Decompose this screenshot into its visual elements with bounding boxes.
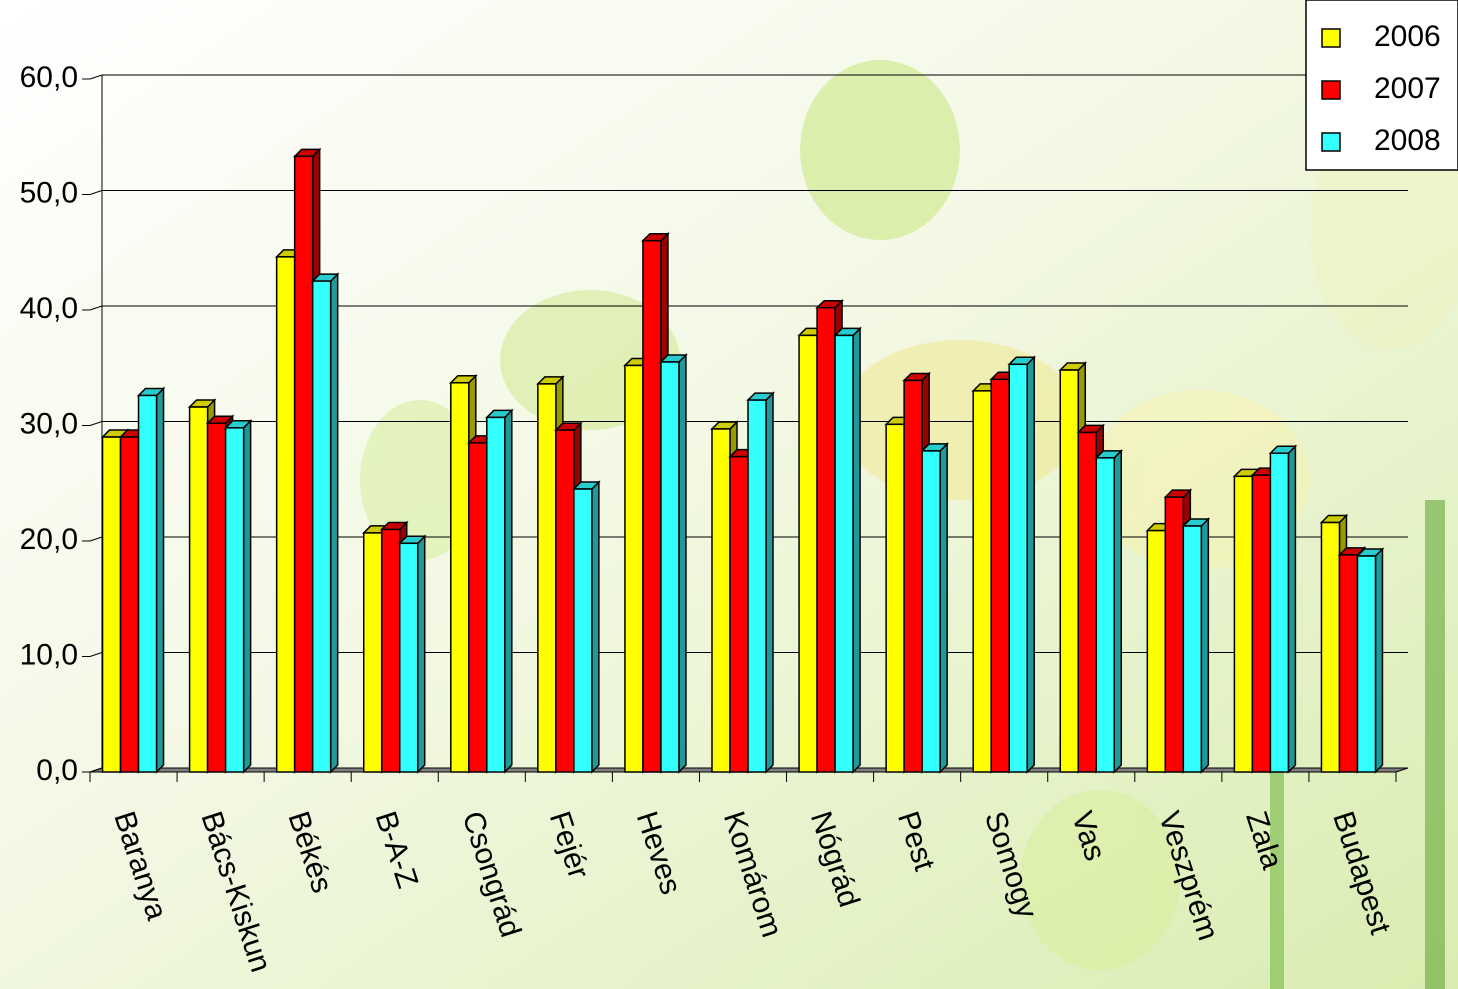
grid-line-side [89,652,103,657]
bar [397,534,427,774]
bar-front [1059,369,1080,773]
y-tick-label: 30,0 [20,407,78,440]
bar-side [1113,449,1123,774]
bar [572,480,601,774]
bar-front [660,361,680,773]
bar-front [1146,529,1167,773]
bar-front [486,416,506,773]
bar-front [972,390,992,773]
bar-side [1374,547,1384,774]
bar-front [834,334,854,773]
bar-front [1251,474,1272,773]
bar-front [188,406,209,773]
bar [659,353,688,774]
bar-front [1182,525,1203,773]
bar-side [852,326,861,774]
bar-front [921,450,941,773]
bar-side [1026,355,1035,774]
bar-side [678,353,687,774]
bar [1007,355,1037,774]
bar-front [711,428,731,773]
grid-line-side [89,305,103,311]
bar-front [101,436,122,773]
bar-front [1269,452,1290,773]
bar-front [119,436,140,773]
legend-label: 2006 [1374,20,1441,53]
bar [223,418,253,774]
legend-label: 2008 [1374,124,1441,157]
bar-front [573,488,593,773]
bar-front [311,280,332,773]
bar [484,408,514,774]
y-tick-label: 0,0 [36,754,78,787]
bar [136,386,166,774]
legend-label: 2007 [1374,72,1441,105]
bar-front [798,334,818,773]
legend-swatch [1321,28,1341,48]
bar-side [591,480,600,774]
bar-front [747,399,767,773]
bar [1181,517,1211,774]
grid-line-side [89,536,103,542]
bar-front [885,423,905,773]
bar-side [416,534,426,774]
bar-front [624,364,644,773]
y-tick-label: 10,0 [20,638,78,671]
bar-front [1338,554,1359,773]
bar-front [1008,363,1028,773]
bar [833,326,862,774]
bar-front [224,427,245,773]
grid-line-side [89,421,103,426]
y-tick-label: 60,0 [20,61,78,94]
bar-front [990,378,1010,773]
y-tick-label: 40,0 [20,292,78,325]
y-tick-label: 50,0 [20,176,78,209]
bar-front [555,429,575,773]
bar-front [450,382,470,773]
bar-front [362,532,383,773]
bar-front [903,379,923,773]
bar-front [1320,521,1341,773]
bar [920,442,949,774]
bar-front [1077,431,1098,773]
bar-front [468,442,488,773]
bar-front [1233,475,1254,773]
bar-front [206,422,227,773]
bar-front [275,256,296,773]
bar-front [1164,496,1185,773]
bar-front [398,542,419,773]
bar-side [765,391,774,774]
legend-swatch [1321,132,1341,152]
bar [1094,449,1124,774]
bar-front [1356,555,1377,773]
grid-line-side [89,190,103,195]
grid-line-side [89,74,103,80]
bar [310,272,340,774]
y-tick-label: 20,0 [20,523,78,556]
bar-side [1287,444,1297,774]
bar-side [242,418,252,774]
bar-front [537,383,557,773]
legend-swatch [1321,80,1341,100]
bar-side [504,408,513,774]
bar-front [729,455,749,773]
bar-side [329,272,339,774]
bar [1355,547,1385,774]
bar [1268,444,1298,774]
bar-side [939,442,948,774]
bar-front [816,306,836,773]
grid-line-side [89,767,103,773]
bar-side [155,386,165,774]
bar-front [293,155,314,773]
bar-front [642,239,662,773]
bar-front [380,528,401,773]
bar-front [1095,457,1116,773]
bar-side [1200,517,1210,774]
bar [746,391,775,774]
bar-front [137,394,158,773]
